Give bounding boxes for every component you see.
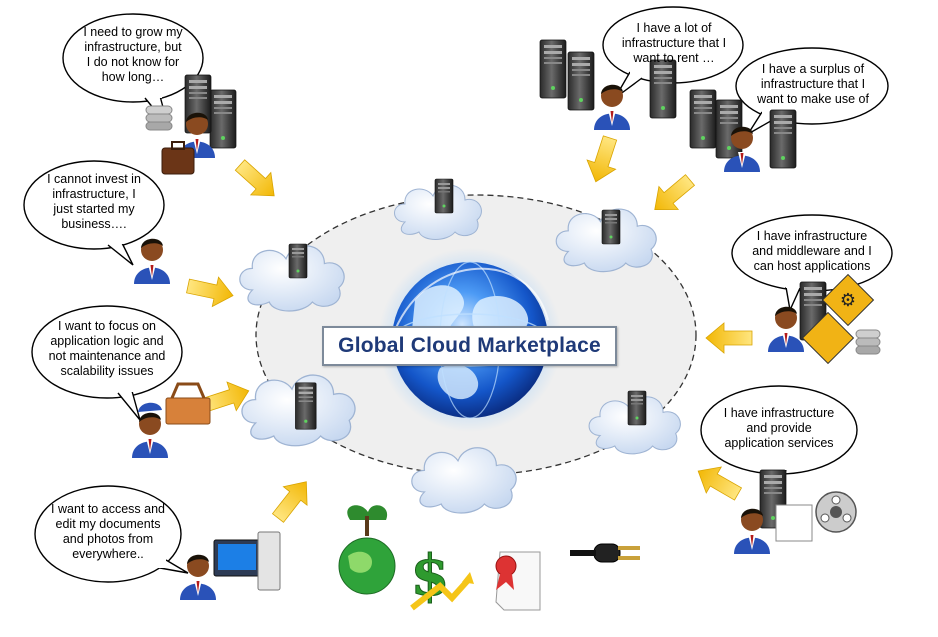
arrow-surplus <box>644 168 701 222</box>
bubble-line: how long… <box>101 70 165 84</box>
arrow-rent <box>581 132 625 187</box>
bubble-invest: I cannot invest in infrastructure, I jus… <box>34 172 154 232</box>
arrow-access <box>265 472 319 528</box>
certificate-icon <box>495 551 541 611</box>
bubble-line: want to rent … <box>633 51 715 65</box>
bubble-line: infrastructure, but <box>84 40 182 54</box>
bubble-line: scalability issues <box>60 364 154 378</box>
bubble-focus: I want to focus on application logic and… <box>42 319 172 379</box>
dollar-growth-icon: $ <box>410 543 474 611</box>
bubble-access-shape <box>34 485 189 583</box>
bubble-line: I have infrastructure <box>723 406 835 420</box>
bubble-line: I have infrastructure <box>756 229 868 243</box>
bubble-line: I have a surplus of <box>761 62 865 76</box>
bubble-line: I cannot invest in <box>47 172 141 186</box>
bubble-middleware: I have infrastructure and middleware and… <box>740 229 884 274</box>
provider-middleware-icon: ⚙ <box>768 273 881 365</box>
bubble-line: and provide <box>746 421 812 435</box>
bubble-line: want to make use of <box>757 92 869 106</box>
bubble-services: I have infrastructure and provide applic… <box>709 406 849 451</box>
bubble-rent: I have a lot of infrastructure that I wa… <box>613 21 735 66</box>
bubble-line: not maintenance and <box>48 349 166 363</box>
bubble-line: just started my <box>53 202 135 216</box>
bubble-line: can host applications <box>753 259 871 273</box>
businessman-with-briefcase-icon <box>145 74 237 175</box>
bubble-line: infrastructure that I <box>621 36 727 50</box>
bubble-line: I want to focus on <box>58 319 156 333</box>
developer-with-toolbox-icon <box>132 382 211 458</box>
arrow-middleware <box>705 322 753 354</box>
user-at-computer-icon <box>180 531 281 600</box>
bubble-line: infrastructure that I <box>760 77 866 91</box>
green-earth-tree-icon <box>338 505 396 595</box>
svg-text:$: $ <box>411 543 450 609</box>
bubble-surplus: I have a surplus of infrastructure that … <box>746 62 880 107</box>
arrow-grow <box>229 153 285 208</box>
bubble-line: I want to access and <box>51 502 165 516</box>
bubble-line: edit my documents <box>55 517 161 531</box>
startup-person-icon <box>134 238 170 284</box>
bubble-invest-shape <box>23 160 165 266</box>
marketplace-title-box: Global Cloud Marketplace <box>322 326 617 366</box>
bubble-line: application services <box>724 436 834 450</box>
bubble-line: and photos from <box>62 532 154 546</box>
bubble-line: business…. <box>61 217 127 231</box>
bubble-line: I need to grow my <box>83 25 183 39</box>
bubble-line: and middleware and I <box>752 244 872 258</box>
bubble-line: I have a lot of <box>636 21 712 35</box>
bubble-line: everywhere.. <box>72 547 144 561</box>
svg-text:⚙: ⚙ <box>840 290 856 311</box>
power-plug-icon <box>570 543 640 563</box>
bubble-grow: I need to grow my infrastructure, but I … <box>73 25 193 85</box>
marketplace-title: Global Cloud Marketplace <box>338 334 601 357</box>
cloud-top <box>394 178 482 240</box>
bubble-line: I do not know for <box>86 55 180 69</box>
bubble-line: infrastructure, I <box>52 187 136 201</box>
bubble-line: application logic and <box>50 334 164 348</box>
provider-services-icon <box>734 469 857 554</box>
bubble-access: I want to access and edit my documents a… <box>43 502 173 562</box>
arrow-invest <box>184 270 237 311</box>
